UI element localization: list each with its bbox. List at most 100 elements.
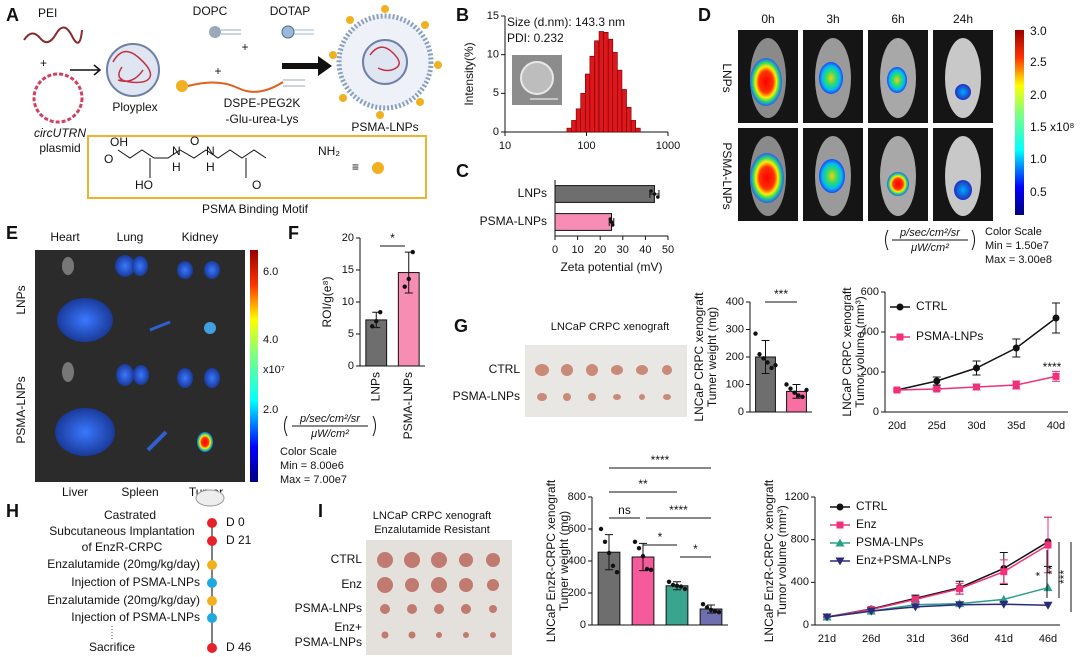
bar: [580, 93, 586, 133]
marker: [911, 595, 919, 603]
marker: [933, 377, 941, 385]
colorbar-tick: 2.5: [1030, 55, 1047, 69]
atom: O: [190, 134, 199, 148]
structure-bonds: [117, 149, 267, 178]
scale-label: Color Scale: [985, 226, 1042, 238]
day: D 46: [226, 640, 252, 654]
legend-label: PSMA-LNPs: [856, 535, 923, 549]
colorbar-tick: 2.0: [1030, 88, 1047, 102]
y-tick-label: 800: [791, 534, 809, 546]
row-label: LNPs: [720, 63, 734, 92]
sig-label: **: [638, 477, 648, 491]
point: [649, 189, 653, 193]
marker: [866, 607, 876, 616]
label: PSMA-LNPs: [351, 120, 418, 134]
x-tick-label: 10: [499, 140, 511, 152]
lipid-tail: [294, 29, 314, 35]
y-tick-label: 0: [348, 360, 354, 372]
x-tick-label: 41d: [995, 633, 1013, 645]
marker: [973, 383, 980, 391]
plus: +: [40, 56, 47, 70]
point: [769, 365, 774, 371]
y-tick-label: 200: [861, 366, 879, 378]
scale-label: Min = 1.50e7: [985, 240, 1049, 252]
structure-atoms: OH O H H N N O HO O NH₂: [104, 134, 340, 192]
x-tick-label: 40: [639, 244, 651, 256]
row-label: PSMA-LNPs: [453, 389, 520, 403]
day: D 21: [226, 533, 252, 547]
panel-label: H: [6, 501, 19, 521]
point: [402, 284, 407, 289]
x-axis-label: Zeta potential (mV): [560, 260, 662, 274]
panel-label: B: [456, 5, 469, 25]
x-tick-label: 50: [662, 244, 674, 256]
x-tick-label: 46d: [1039, 633, 1057, 645]
timeline-dot: [207, 536, 217, 546]
y-tick-label: 20: [342, 232, 354, 244]
atom: O: [104, 152, 113, 166]
bar: [607, 38, 614, 133]
organ-label: Lung: [117, 230, 144, 244]
y-axis-label: Tumer weight (mg): [705, 307, 719, 407]
y-tick-label: PSMA-LNPs: [480, 214, 547, 228]
panel-i-photo: LNCaP CRPC xenograft Enzalutamide Resist…: [295, 510, 512, 655]
bar: [621, 89, 627, 133]
point: [614, 570, 620, 575]
arrow: [70, 64, 102, 76]
y-axis-label: ROI/g(e⁸): [320, 276, 334, 327]
legend-marker: [835, 557, 845, 566]
label: -Glu-urea-Lys: [226, 112, 299, 126]
sig-label: *: [1033, 571, 1047, 576]
colorbar-tick: 3.0: [1030, 24, 1047, 38]
point: [666, 579, 672, 584]
point: [678, 584, 684, 589]
panel-label: I: [318, 501, 323, 521]
lipid-head: [281, 25, 295, 39]
sig-label: ***: [1057, 570, 1071, 584]
photo-title: LNCaP CRPC xenograft: [373, 510, 491, 522]
marker: [955, 601, 965, 610]
atom: N: [206, 144, 215, 158]
equiv: ≡: [352, 160, 359, 174]
point: [670, 582, 676, 588]
point: [788, 386, 793, 391]
y-axis-label: Tumor volume (mm³): [775, 505, 789, 617]
x-tick-label: 36d: [950, 633, 968, 645]
legend-label: CTRL: [856, 499, 888, 513]
y-tick-label: 0: [738, 406, 744, 418]
marker: [910, 603, 920, 612]
row-label: PSMA-LNPs: [295, 635, 362, 649]
colorbar-ticks: 3.0 2.5 2.0 1.5 x10⁸ 1.0 0.5: [1030, 24, 1074, 199]
treatment: Injection of PSMA-LNPs: [71, 575, 200, 589]
bar: [584, 73, 591, 133]
lipid-head: [209, 26, 221, 38]
atom: HO: [135, 178, 153, 192]
point: [652, 192, 657, 196]
point: [632, 539, 638, 544]
x-tick-label: 100: [577, 140, 595, 152]
y-axis-label: Tumor volume (mm³): [853, 296, 867, 408]
x-tick-label: PSMA-LNPs: [401, 372, 415, 439]
error-bar: [761, 340, 770, 374]
lipid-tail: [283, 79, 305, 87]
motif-box: [87, 135, 427, 199]
point: [674, 583, 680, 588]
bar: [589, 55, 595, 133]
sig-label: ****: [669, 503, 688, 517]
y-tick-label: 10: [487, 49, 499, 61]
marker: [822, 613, 832, 622]
timeline-dot: [207, 643, 217, 653]
colorbar-tick: 1.5 x10⁸: [1030, 120, 1074, 134]
panel-h: Castrated Subcutaneous Implantation of E…: [47, 489, 252, 654]
atom: O: [252, 178, 261, 192]
x-tick-label: 20: [594, 244, 606, 256]
tumors: [377, 552, 500, 639]
organ-label: Spleen: [121, 485, 158, 499]
sig-label: ns: [618, 503, 631, 517]
y-tick-label: 100: [726, 378, 744, 390]
unit-den: μW/cm²: [910, 242, 949, 254]
point: [410, 249, 415, 255]
paren: [284, 415, 376, 437]
point: [640, 554, 646, 559]
x-tick-label: 21d: [818, 633, 836, 645]
